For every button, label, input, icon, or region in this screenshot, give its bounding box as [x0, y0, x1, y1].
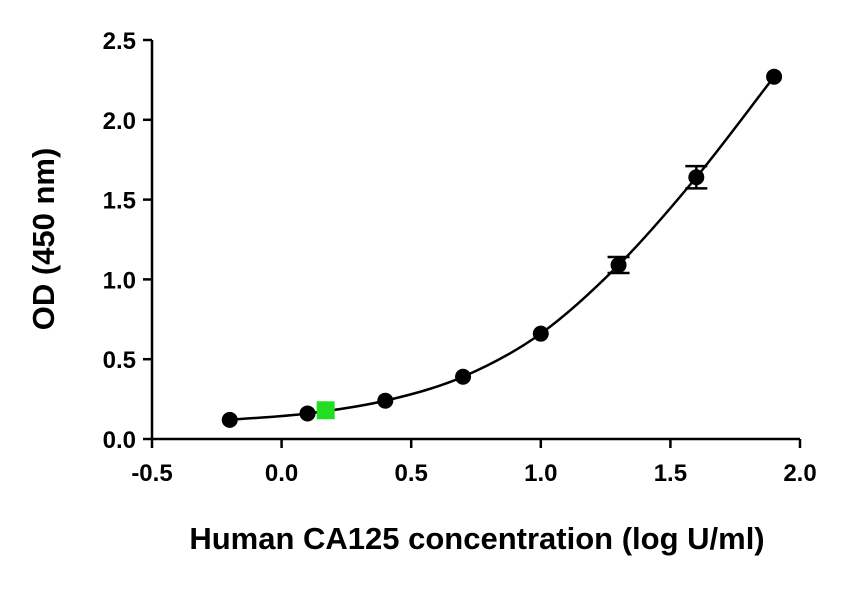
- data-point: [299, 405, 316, 422]
- x-axis-title: Human CA125 concentration (log U/ml): [189, 521, 764, 556]
- data-point: [377, 392, 394, 409]
- axes: [150, 40, 800, 441]
- x-tick-label: 2.0: [783, 460, 816, 487]
- data-point: [766, 68, 783, 85]
- y-tick-label: 1.5: [103, 188, 136, 215]
- x-tick-label: 0.0: [265, 460, 298, 487]
- y-tick-label: 2.0: [103, 108, 136, 135]
- data-point: [221, 411, 238, 428]
- x-tick-label: 1.0: [524, 460, 557, 487]
- x-tick-label: 1.5: [654, 460, 687, 487]
- data-point: [610, 257, 627, 274]
- x-tick-label: -0.5: [131, 460, 172, 487]
- sample-point: [316, 401, 335, 420]
- fit-curve: [229, 75, 776, 422]
- y-tick-label: 2.5: [103, 28, 136, 55]
- y-tick-label: 1.0: [103, 267, 136, 294]
- x-tick-label: 0.5: [395, 460, 428, 487]
- ticks: -0.5 0.0 0.5 1.0 1.5 2.0 0.0 0.5 1.0 1.5 2.0 2.5: [103, 28, 817, 487]
- y-tick-label: 0.5: [103, 347, 136, 374]
- data-point: [532, 325, 549, 342]
- data-marks: [221, 68, 783, 428]
- data-point: [688, 169, 705, 186]
- y-tick-label: 0.0: [103, 427, 136, 454]
- data-point: [455, 368, 472, 385]
- y-axis-title: OD (450 nm): [26, 148, 61, 331]
